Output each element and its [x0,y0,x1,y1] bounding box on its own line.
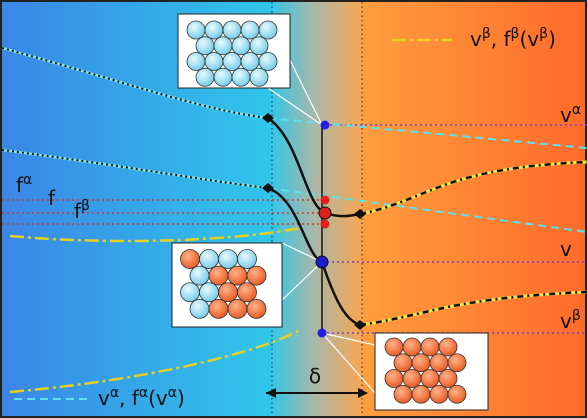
particle [205,21,223,39]
legend-text: v [98,386,110,410]
legend-sup: β [511,26,520,42]
legend-text: , f [119,386,140,410]
label-text: v [560,309,572,333]
particle [403,338,421,356]
particle [421,338,439,356]
particle [421,370,439,388]
particle [439,338,457,356]
particle [228,299,247,318]
particle [223,53,241,71]
particle [385,338,403,356]
particle [232,68,250,86]
particle [412,354,430,372]
particle [190,266,209,285]
particle [430,385,448,403]
legend-text: v [470,27,482,51]
particle [219,250,238,269]
particle [187,53,205,71]
legend-sup: α [110,385,119,401]
particle [430,354,448,372]
particle [190,299,209,318]
particle [200,250,219,269]
particle [250,37,268,55]
particle [181,250,200,269]
legend-sup: α [139,385,148,401]
legend-text: , f [491,27,512,51]
particle [259,53,277,71]
legend-text: ) [177,386,185,410]
particle [439,370,457,388]
particle [196,37,214,55]
particle [228,266,247,285]
particle [196,68,214,86]
particle [394,354,412,372]
particle [238,250,257,269]
particle [385,370,403,388]
particle [232,37,250,55]
particle [250,68,268,86]
particle [181,283,200,302]
particle [448,385,466,403]
label-sup: β [572,308,581,324]
legend-sup: β [482,26,491,42]
particle [448,354,466,372]
particle [412,385,430,403]
delta-label: δ [309,364,321,388]
legend-text: ) [548,27,556,51]
particle [238,283,257,302]
particle [200,283,219,302]
particle [247,299,266,318]
label-text: v [560,103,572,127]
label-v: v [560,237,572,261]
label-sup: α [23,172,32,188]
particle [259,21,277,39]
label-sup: α [572,102,581,118]
legend-text: (v [519,27,539,51]
particle [394,385,412,403]
legend-sup: β [539,26,548,42]
particle [205,53,223,71]
particle [187,21,205,39]
legend-sup: α [168,385,177,401]
label-sup: β [81,198,90,214]
diagram: δ vβ, fβ(vβ) vα, fα(vα) fα f fβ vα v vβ [0,0,587,418]
particle [214,37,232,55]
particle [241,21,259,39]
particle [209,266,228,285]
particle [209,299,228,318]
particle [214,68,232,86]
label-f: f [48,186,56,210]
particle [223,21,241,39]
particle [241,53,259,71]
particle [247,266,266,285]
particle [219,283,238,302]
particle [403,370,421,388]
legend-text: (v [148,386,168,410]
